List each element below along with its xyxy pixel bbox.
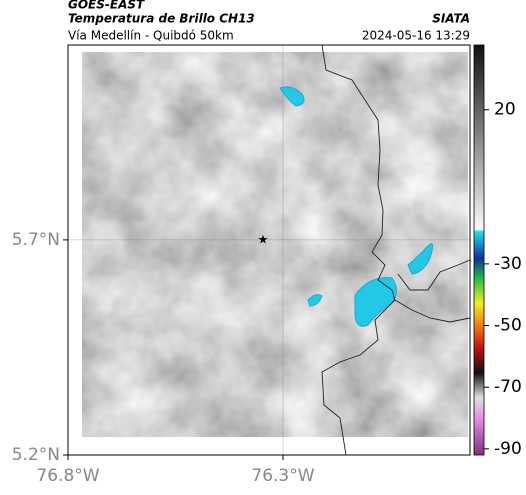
colorbar-tick-label: -30 — [494, 254, 522, 274]
title: GOES-EAST — [68, 0, 145, 12]
cold-clouds — [279, 86, 434, 327]
map-area: ★ — [68, 45, 470, 455]
x-tick-label: 76.8°W — [36, 466, 99, 486]
grid — [68, 45, 470, 455]
colorbar-tick-label: -90 — [494, 439, 522, 459]
colorbar-tick-label: -50 — [494, 316, 522, 336]
map-frame — [67, 44, 471, 456]
timestamp: 2024-05-16 13:29 — [362, 29, 470, 43]
location-marker: ★ — [258, 233, 269, 247]
satellite-image — [82, 52, 468, 437]
y-tick-label: 5.7°N — [12, 230, 60, 250]
colorbar-tick-label: -70 — [494, 377, 522, 397]
borders — [321, 45, 470, 455]
y-tick-label: 5.2°N — [12, 445, 60, 465]
colorbar — [473, 44, 485, 456]
x-tick-label: 76.3°W — [251, 466, 314, 486]
colorbar-tick-label: 20 — [494, 100, 516, 120]
route: Vía Medellín - Quibdó 50km — [68, 29, 234, 43]
subtitle: Temperatura de Brillo CH13 — [68, 12, 255, 26]
source: SIATA — [432, 12, 470, 26]
